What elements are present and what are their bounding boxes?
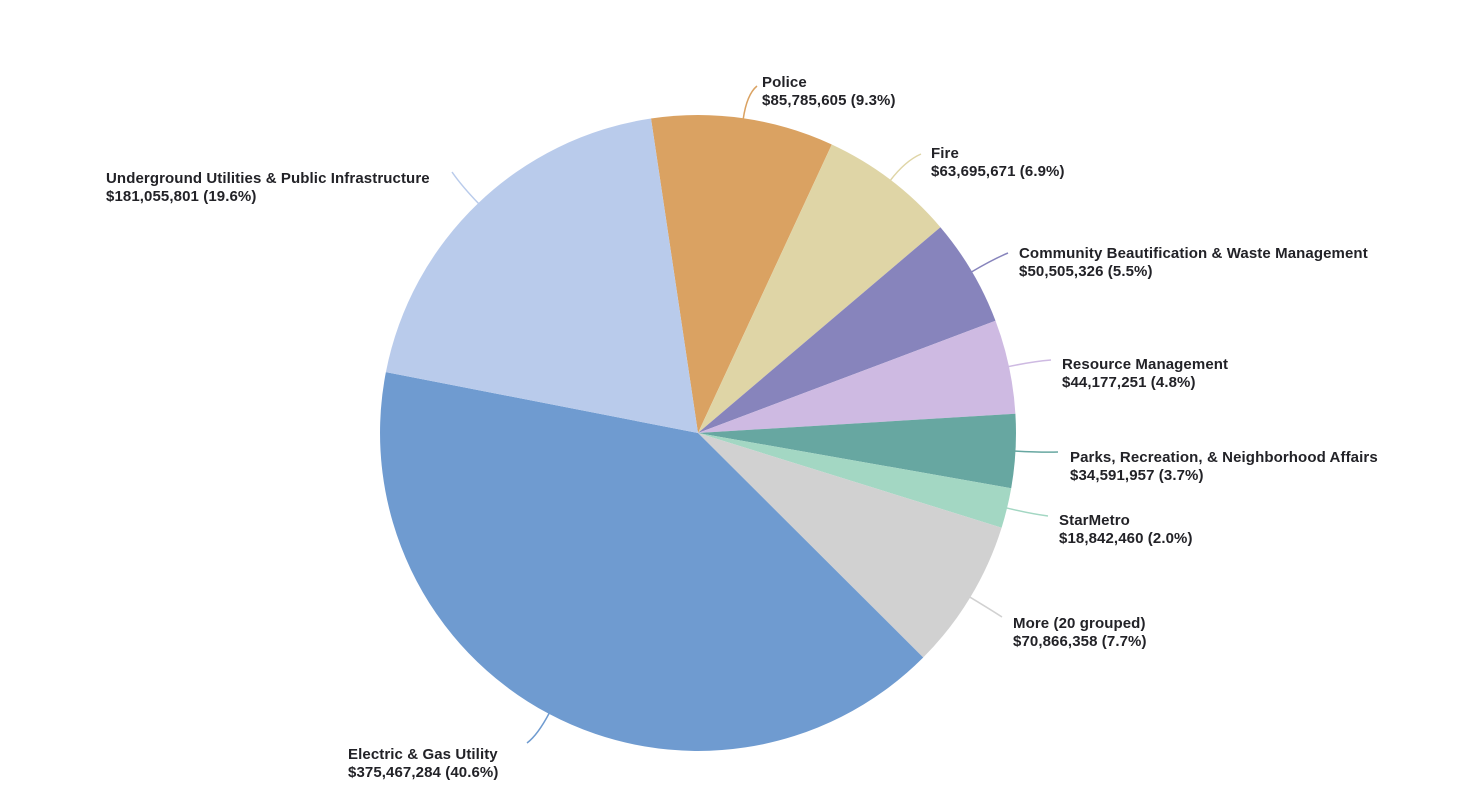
pie-slice-parks-recreation-neighborhood-affairs[interactable] (698, 413, 1016, 489)
slice-name: Community Beautification & Waste Managem… (1019, 245, 1368, 262)
slice-amount: $85,785,605 (9.3%) (762, 92, 896, 109)
pie-slice-fire[interactable] (698, 144, 941, 434)
leader-line-more-20-grouped (969, 596, 1003, 618)
slice-label-resource-management[interactable]: Resource Management $44,177,251 (4.8%) (1062, 356, 1228, 392)
pie-slice-electric-gas-utility[interactable] (380, 372, 924, 751)
leader-line-electric-gas-utility (526, 712, 550, 744)
slice-amount: $181,055,801 (19.6%) (106, 188, 257, 205)
slice-name: Electric & Gas Utility (348, 746, 498, 763)
pie-slice-underground-utilities-public-infrastructure[interactable] (385, 118, 698, 434)
slice-label-more-20-grouped[interactable]: More (20 grouped) $70,866,358 (7.7%) (1013, 615, 1147, 651)
slice-name: More (20 grouped) (1013, 615, 1146, 632)
slice-label-community-beautification-waste-management[interactable]: Community Beautification & Waste Managem… (1019, 245, 1368, 281)
leader-line-resource-management (1007, 359, 1052, 368)
leader-line-police (742, 85, 758, 120)
slice-amount: $18,842,460 (2.0%) (1059, 530, 1193, 547)
slice-amount: $70,866,358 (7.7%) (1013, 633, 1147, 650)
pie-slice-starmetro[interactable] (698, 433, 1012, 528)
slice-label-electric-gas-utility[interactable]: Electric & Gas Utility $375,467,284 (40.… (348, 746, 498, 782)
slice-label-starmetro[interactable]: StarMetro $18,842,460 (2.0%) (1059, 512, 1193, 548)
slice-amount: $50,505,326 (5.5%) (1019, 263, 1153, 280)
slice-amount: $63,695,671 (6.9%) (931, 163, 1065, 180)
pie-slice-more-20-grouped[interactable] (698, 433, 1002, 658)
slice-amount: $375,467,284 (40.6%) (348, 764, 499, 781)
leader-line-parks-recreation-neighborhood-affairs (1014, 450, 1059, 453)
leader-line-underground-utilities-public-infrastructure (451, 171, 480, 205)
slice-name: StarMetro (1059, 512, 1130, 529)
pie-slice-resource-management[interactable] (698, 320, 1016, 433)
slice-name: Parks, Recreation, & Neighborhood Affair… (1070, 449, 1378, 466)
slice-label-police[interactable]: Police $85,785,605 (9.3%) (762, 74, 896, 110)
slice-label-parks-recreation-neighborhood-affairs[interactable]: Parks, Recreation, & Neighborhood Affair… (1070, 449, 1378, 485)
leader-line-fire (889, 153, 922, 182)
slice-amount: $34,591,957 (3.7%) (1070, 467, 1204, 484)
slice-label-fire[interactable]: Fire $63,695,671 (6.9%) (931, 145, 1065, 181)
leader-line-starmetro (1005, 507, 1049, 517)
leader-line-community-beautification-waste-management (970, 252, 1009, 273)
pie-slice-police[interactable] (651, 115, 832, 433)
slice-name: Underground Utilities & Public Infrastru… (106, 170, 430, 187)
slice-name: Fire (931, 145, 959, 162)
slice-label-underground-utilities-public-infrastructure[interactable]: Underground Utilities & Public Infrastru… (106, 170, 430, 206)
pie-slice-community-beautification-waste-management[interactable] (698, 227, 996, 433)
slice-name: Police (762, 74, 807, 91)
slice-amount: $44,177,251 (4.8%) (1062, 374, 1196, 391)
slice-name: Resource Management (1062, 356, 1229, 373)
